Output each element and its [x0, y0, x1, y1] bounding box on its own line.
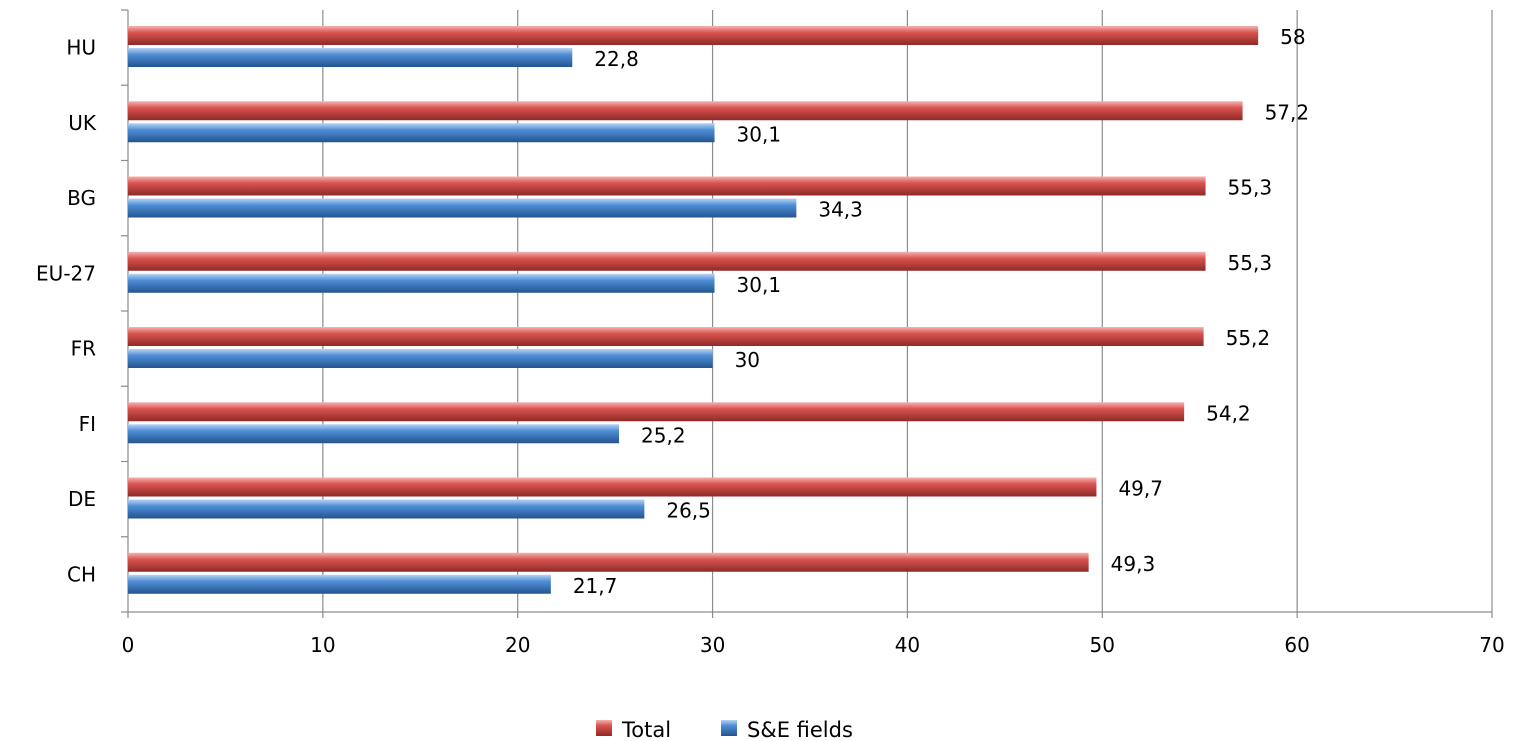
- data-label-total: 49,3: [1111, 552, 1156, 576]
- labels: 0 10 20 30 40 50 60 70 HU 58 22,8 UK 57,2 30,1 BG 55,3 3…: [36, 25, 1505, 657]
- x-tick-label: 50: [1090, 633, 1115, 657]
- bar-se-fields: [128, 48, 573, 67]
- data-label-se-fields: 30,1: [737, 273, 782, 297]
- bar-total: [128, 402, 1185, 422]
- bar-se-fields: [128, 574, 551, 594]
- x-tick-label: 0: [122, 633, 135, 657]
- legend-label-total: Total: [621, 718, 671, 741]
- data-label-se-fields: 30,1: [737, 122, 782, 146]
- x-tick-label: 30: [700, 633, 725, 657]
- bar-total: [128, 477, 1097, 497]
- data-label-total: 58: [1280, 25, 1305, 49]
- data-label-se-fields: 30: [735, 348, 760, 372]
- data-label-total: 54,2: [1206, 401, 1251, 425]
- data-label-se-fields: 21,7: [573, 574, 618, 598]
- legend: Total S&E fields: [596, 718, 853, 741]
- data-label-se-fields: 25,2: [641, 423, 686, 447]
- data-label-total: 49,7: [1118, 477, 1163, 501]
- bar-se-fields: [128, 424, 620, 444]
- bar-se-fields: [128, 499, 645, 519]
- bar-total: [128, 26, 1259, 45]
- x-tick-label: 10: [310, 633, 335, 657]
- category-label: BG: [67, 186, 96, 210]
- category-label: EU-27: [36, 261, 96, 285]
- bar-total: [128, 327, 1204, 346]
- data-label-total: 55,2: [1226, 326, 1271, 350]
- x-tick-label: 20: [505, 633, 530, 657]
- bar-total: [128, 552, 1089, 572]
- bar-se-fields: [128, 123, 715, 143]
- category-label: FR: [71, 337, 97, 361]
- data-label-se-fields: 26,5: [666, 499, 711, 523]
- category-label: HU: [66, 36, 96, 60]
- x-tick-label: 60: [1284, 633, 1309, 657]
- data-label-se-fields: 22,8: [594, 47, 639, 71]
- bar-total: [128, 101, 1243, 121]
- x-tick-label: 40: [895, 633, 920, 657]
- bar-se-fields: [128, 273, 715, 293]
- category-label: DE: [68, 487, 96, 511]
- gridlines: [322, 10, 1493, 612]
- data-label-total: 57,2: [1265, 100, 1310, 124]
- legend-label-se-fields: S&E fields: [747, 718, 853, 741]
- data-label-total: 55,3: [1228, 251, 1273, 275]
- bars: [128, 26, 1259, 594]
- bar-se-fields: [128, 349, 713, 368]
- data-label-total: 55,3: [1228, 176, 1273, 200]
- bar-total: [128, 251, 1206, 271]
- legend-swatch-se-fields: [721, 720, 737, 736]
- data-label-se-fields: 34,3: [818, 198, 863, 222]
- legend-swatch-total: [596, 720, 612, 736]
- category-label: UK: [68, 111, 97, 135]
- bar-se-fields: [128, 198, 797, 218]
- category-label: CH: [67, 562, 96, 586]
- category-label: FI: [79, 412, 96, 436]
- bar-total: [128, 176, 1206, 196]
- x-tick-label: 70: [1479, 633, 1504, 657]
